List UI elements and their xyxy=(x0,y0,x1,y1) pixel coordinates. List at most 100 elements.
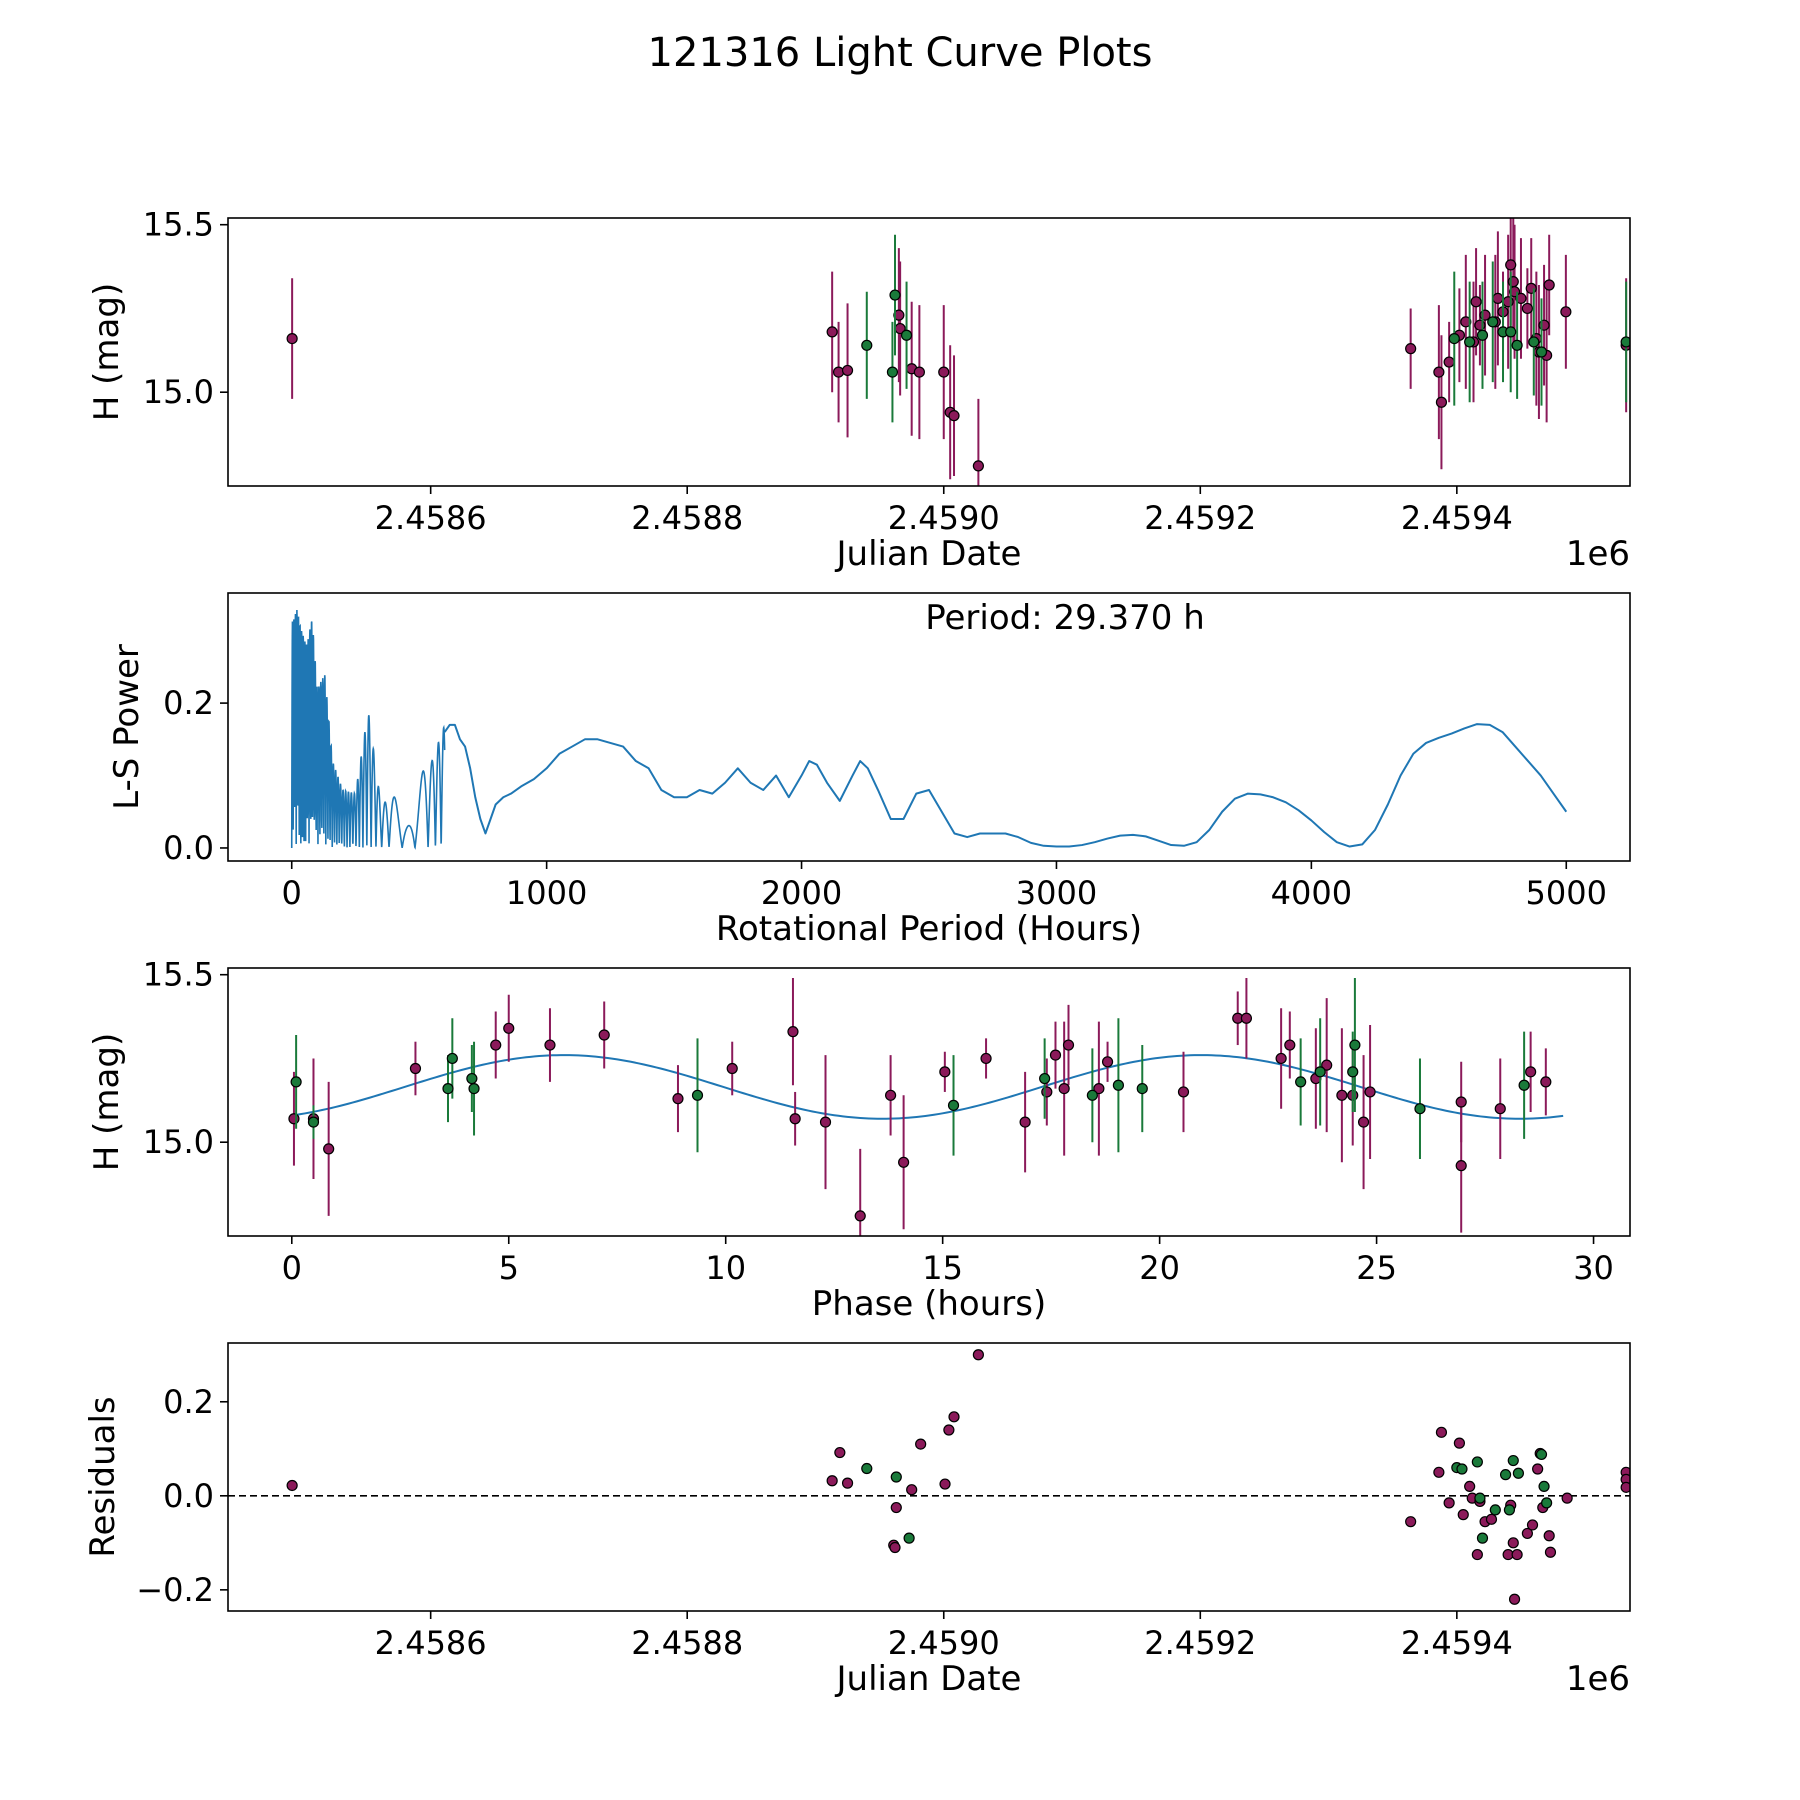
phased-point-filter-a xyxy=(1455,1160,1467,1172)
periodogram-ytick-label: 0.0 xyxy=(163,829,214,867)
phased-point-filter-a xyxy=(1455,1096,1467,1108)
phased-point-filter-a xyxy=(1525,1066,1537,1078)
residuals-point-filter-a xyxy=(1561,1492,1573,1504)
residuals-point-filter-b xyxy=(1507,1454,1519,1467)
residuals-point-filter-b xyxy=(1471,1456,1483,1468)
lightcurve-point-filter-a xyxy=(913,366,925,378)
phased-point-filter-a xyxy=(1019,1116,1031,1128)
phased-axes-frame xyxy=(227,967,1631,1237)
phased-point-filter-a xyxy=(1177,1086,1190,1098)
residuals-point-filter-a xyxy=(906,1484,918,1496)
phased-point-filter-a xyxy=(1321,1059,1333,1071)
residuals-offset-text: 1e6 xyxy=(1566,1659,1630,1699)
residuals-point-filter-a xyxy=(890,1501,902,1514)
residuals-point-filter-a xyxy=(1457,1509,1469,1521)
phased-point-filter-a xyxy=(884,1089,897,1101)
periodogram-xtick-label: 1000 xyxy=(506,874,587,912)
lightcurve-point-filter-b xyxy=(1487,316,1499,328)
phased-point-filter-b xyxy=(1086,1089,1098,1101)
residuals-point-filter-a xyxy=(1511,1548,1523,1561)
residuals-point-filter-a xyxy=(286,1479,298,1492)
residuals-point-filter-b xyxy=(1476,1532,1489,1544)
residuals-point-filter-a xyxy=(1543,1530,1555,1542)
lightcurve-point-filter-b xyxy=(1476,329,1489,341)
phased-point-filter-b xyxy=(1295,1076,1307,1088)
periodogram-annotation: Period: 29.370 h xyxy=(925,598,1205,638)
residuals-point-filter-a xyxy=(1405,1516,1417,1528)
phased-point-filter-a xyxy=(503,1022,515,1034)
residuals-point-filter-a xyxy=(1464,1480,1476,1493)
phased-point-filter-a xyxy=(1062,1039,1075,1051)
phased-point-filter-b xyxy=(442,1082,454,1095)
residuals-point-filter-a xyxy=(939,1478,951,1490)
residuals-ylabel: Residuals xyxy=(83,1396,123,1557)
phased-xtick-label: 25 xyxy=(1356,1249,1397,1287)
residuals-ytick-label: −0.2 xyxy=(136,1571,214,1609)
phased-point-filter-a xyxy=(898,1156,910,1168)
phased-xtick-label: 30 xyxy=(1573,1249,1614,1287)
phased-point-filter-b xyxy=(691,1089,704,1101)
lightcurve-ytick-label: 15.0 xyxy=(143,373,214,411)
residuals-point-filter-a xyxy=(972,1349,984,1361)
residuals-point-filter-a xyxy=(943,1424,955,1436)
lightcurve-xtick-label: 2.4588 xyxy=(631,499,743,537)
lightcurve-point-filter-a xyxy=(1560,306,1572,318)
lightcurve-point-filter-a xyxy=(1433,366,1445,378)
lightcurve-xtick-label: 2.4590 xyxy=(888,499,1000,537)
phased-point-filter-a xyxy=(787,1026,799,1038)
phased-point-filter-a xyxy=(672,1093,684,1105)
phased-fit-curve xyxy=(291,1054,1564,1120)
phased-point-filter-a xyxy=(323,1143,335,1155)
residuals-point-filter-b xyxy=(861,1462,873,1475)
phased-point-filter-b xyxy=(1039,1072,1051,1085)
lightcurve-axes-frame xyxy=(227,217,1631,487)
phased-point-filter-a xyxy=(1494,1103,1506,1115)
phased-point-filter-a xyxy=(939,1066,951,1078)
periodogram-xtick-label: 4000 xyxy=(1271,874,1352,912)
lightcurve-point-filter-b xyxy=(900,329,913,341)
lightcurve-point-filter-a xyxy=(841,364,854,377)
phased-xtick-label: 5 xyxy=(499,1249,519,1287)
residuals-axes-frame xyxy=(227,1342,1631,1612)
phased-point-filter-a xyxy=(819,1116,832,1128)
residuals-point-filter-a xyxy=(1471,1548,1483,1561)
lightcurve-ytick-label: 15.5 xyxy=(143,206,214,244)
phased-point-filter-b xyxy=(1136,1082,1148,1095)
phased-point-filter-b xyxy=(1518,1079,1530,1091)
figure-title: 121316 Light Curve Plots xyxy=(648,30,1153,76)
residuals-xtick-label: 2.4594 xyxy=(1401,1624,1513,1662)
periodogram-xlabel: Rotational Period (Hours) xyxy=(716,909,1142,949)
phased-xtick-label: 0 xyxy=(282,1249,302,1287)
lightcurve-ylabel: H (mag) xyxy=(87,283,127,421)
lightcurve-point-filter-b xyxy=(1505,326,1517,338)
lightcurve-panel: 2.4586 2.4588 2.4590 2.4592 2.4594 15.0 15.5 Ju… xyxy=(87,206,1631,574)
periodogram-xtick-label: 3000 xyxy=(1016,874,1097,912)
residuals-point-filter-b xyxy=(1541,1497,1553,1509)
phased-point-filter-b xyxy=(947,1099,960,1111)
residuals-point-filter-a xyxy=(1521,1527,1533,1540)
residuals-point-filter-a xyxy=(1443,1497,1455,1509)
lightcurve-plot-area xyxy=(286,218,1630,486)
lightcurve-point-filter-a xyxy=(1521,302,1533,315)
residuals-point-filter-a xyxy=(1453,1437,1465,1449)
phased-point-filter-a xyxy=(1058,1082,1070,1095)
residuals-xtick-label: 2.4586 xyxy=(375,1624,487,1662)
periodogram-ylabel: L-S Power xyxy=(107,644,147,810)
residuals-point-filter-b xyxy=(903,1532,915,1544)
lightcurve-point-filter-a xyxy=(1460,316,1472,328)
lightcurve-point-filter-b xyxy=(1620,336,1630,348)
phased-point-filter-a xyxy=(726,1062,738,1075)
residuals-point-filter-a xyxy=(948,1411,960,1423)
phased-point-filter-a xyxy=(1041,1086,1053,1098)
residuals-ytick-label: 0.0 xyxy=(163,1477,214,1515)
phased-point-filter-a xyxy=(288,1113,300,1125)
phased-point-filter-a xyxy=(1101,1056,1114,1068)
lightcurve-point-filter-b xyxy=(1528,336,1540,348)
residuals-xtick-label: 2.4592 xyxy=(1144,1624,1256,1662)
residuals-point-filter-a xyxy=(1433,1466,1445,1478)
lightcurve-point-filter-a xyxy=(1405,343,1417,355)
lightcurve-point-filter-a xyxy=(826,326,838,338)
lightcurve-point-filter-b xyxy=(1511,339,1523,351)
residuals-point-filter-a xyxy=(1620,1481,1630,1493)
residuals-point-filter-a xyxy=(1526,1519,1539,1531)
